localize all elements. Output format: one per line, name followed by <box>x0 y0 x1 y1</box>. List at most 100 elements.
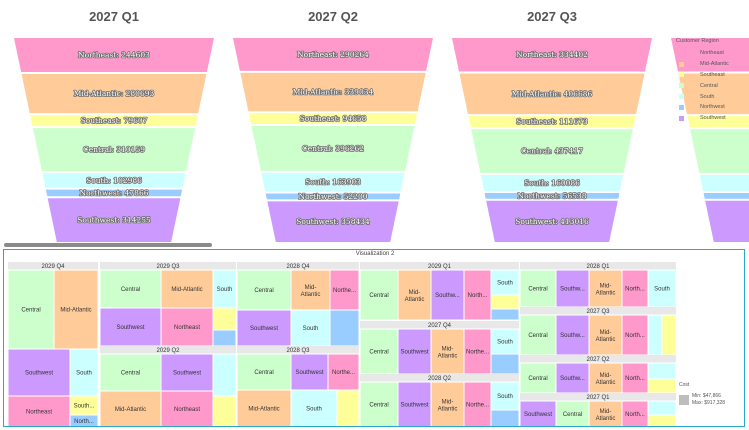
funnel-segment[interactable] <box>251 126 415 171</box>
treemap-cell[interactable] <box>212 395 237 426</box>
treemap-cell[interactable] <box>490 294 520 310</box>
treemap-cell[interactable] <box>7 395 71 426</box>
funnel-segment[interactable] <box>459 73 645 115</box>
funnel-segment[interactable] <box>471 129 633 174</box>
funnel-segment[interactable] <box>248 113 418 125</box>
funnel-segment[interactable] <box>265 193 401 200</box>
treemap-cell[interactable] <box>519 269 557 308</box>
treemap-cell[interactable] <box>290 389 338 426</box>
treemap-cell[interactable] <box>212 307 237 331</box>
treemap-cell[interactable] <box>99 307 162 347</box>
treemap-cell[interactable] <box>647 314 663 356</box>
treemap-cell[interactable] <box>621 400 649 426</box>
treemap-cell[interactable] <box>99 353 162 392</box>
legend-title: Customer Region <box>676 38 719 44</box>
treemap-cell[interactable] <box>588 400 623 426</box>
treemap-cell[interactable] <box>490 353 520 375</box>
funnel-segment[interactable] <box>703 193 749 199</box>
size-legend-min: Min: $47,866 <box>692 393 721 399</box>
funnel-segment[interactable] <box>42 173 186 188</box>
treemap-cell[interactable] <box>359 328 399 375</box>
legend-item[interactable]: Mid-Atlantic <box>676 59 740 70</box>
treemap-cell[interactable] <box>490 308 520 321</box>
treemap-cell[interactable] <box>236 309 292 347</box>
treemap-cell[interactable] <box>329 309 360 347</box>
horizontal-scrollbar[interactable] <box>4 243 212 247</box>
funnel-segment-label: Northeast: 334402 <box>516 50 588 59</box>
treemap-cell[interactable] <box>397 269 432 321</box>
treemap-cell[interactable] <box>290 309 331 347</box>
treemap-cell[interactable] <box>588 362 623 394</box>
treemap-cell[interactable] <box>99 269 162 309</box>
treemap-cell[interactable] <box>160 269 214 309</box>
treemap-cell[interactable] <box>555 269 590 308</box>
treemap-group-header <box>520 307 676 315</box>
funnel-segment[interactable] <box>30 115 198 127</box>
treemap-cell[interactable] <box>160 307 214 347</box>
treemap-cell[interactable] <box>430 381 465 426</box>
funnel-segment[interactable] <box>699 175 749 192</box>
funnel-segment[interactable] <box>690 129 749 174</box>
treemap-cell-label: Southwest <box>400 350 428 356</box>
treemap-cell[interactable] <box>490 269 520 296</box>
funnel-segment[interactable] <box>47 198 181 242</box>
treemap-cell[interactable] <box>621 269 649 308</box>
treemap-cell[interactable] <box>588 314 623 356</box>
funnel-segment[interactable] <box>21 74 207 114</box>
funnel-segment[interactable] <box>678 73 749 115</box>
treemap-cell[interactable] <box>490 381 520 411</box>
treemap-cell-label: Northe... <box>333 288 356 294</box>
treemap-cell[interactable] <box>69 414 99 426</box>
legend-item[interactable]: Northwest <box>676 102 740 113</box>
treemap-cell[interactable] <box>463 269 492 321</box>
funnel-segment[interactable] <box>240 72 426 112</box>
funnel-segment[interactable] <box>705 200 749 242</box>
treemap-cell[interactable] <box>647 400 676 416</box>
legend-item[interactable]: Southwest <box>676 113 740 124</box>
treemap-cell[interactable] <box>519 400 557 426</box>
treemap-cell[interactable] <box>236 389 292 426</box>
funnel-title: 2027 Q1 <box>89 9 139 24</box>
treemap-cell[interactable] <box>647 414 676 426</box>
treemap-cell[interactable] <box>329 269 360 311</box>
treemap-cell-label: South <box>497 394 513 400</box>
legend-item[interactable]: Central <box>676 80 740 91</box>
visualization-title: Visualization 2 <box>355 251 395 257</box>
treemap-cell[interactable] <box>397 381 432 426</box>
legend-item[interactable]: Southeast <box>676 70 740 81</box>
funnel-segment[interactable] <box>32 128 196 172</box>
funnel-segment[interactable] <box>687 116 749 128</box>
treemap-cell[interactable] <box>490 409 520 426</box>
treemap-cell[interactable] <box>661 314 676 356</box>
funnel-segment[interactable] <box>261 172 405 192</box>
treemap-cell[interactable] <box>236 269 292 311</box>
treemap-cell[interactable] <box>212 329 237 347</box>
treemap-cell[interactable] <box>430 269 465 321</box>
treemap-cell[interactable] <box>463 381 492 426</box>
funnel-segment[interactable] <box>468 116 636 128</box>
treemap-cell[interactable] <box>336 389 360 426</box>
funnel-segment[interactable] <box>45 189 183 197</box>
funnel-segment[interactable] <box>452 38 652 72</box>
treemap-cell[interactable] <box>99 390 162 426</box>
legend-item[interactable]: South <box>676 91 740 102</box>
funnel-segment[interactable] <box>671 38 749 72</box>
treemap-cell[interactable] <box>647 269 676 308</box>
treemap-cell[interactable] <box>212 353 237 397</box>
treemap-cell[interactable] <box>647 362 676 380</box>
treemap-cell[interactable] <box>160 390 214 426</box>
legend-item[interactable]: Northeast <box>676 48 740 59</box>
treemap-cell-label: North... <box>625 287 645 293</box>
funnel-segment[interactable] <box>484 193 620 199</box>
funnel-segment[interactable] <box>267 201 399 242</box>
funnel-segment[interactable] <box>14 38 214 73</box>
treemap-cell[interactable] <box>647 378 676 394</box>
treemap-cell-label: Northe... <box>332 370 355 376</box>
funnel-segment[interactable] <box>486 200 618 242</box>
funnel-segment[interactable] <box>480 175 624 192</box>
funnel-segment[interactable] <box>233 38 433 71</box>
treemap-cell[interactable] <box>7 348 71 397</box>
treemap-cell[interactable] <box>519 362 557 394</box>
funnel-segment-label: Mid-Atlantic: 280693 <box>74 89 155 98</box>
treemap-cell[interactable] <box>53 269 99 350</box>
